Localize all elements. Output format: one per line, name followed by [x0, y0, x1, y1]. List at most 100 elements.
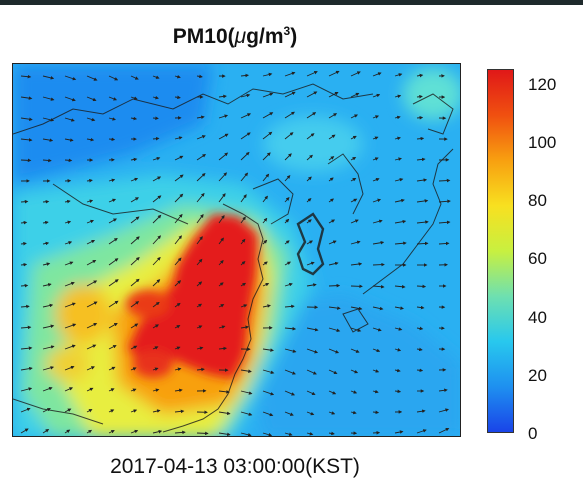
- wind-arrow: [328, 70, 340, 77]
- map-svg: [13, 64, 460, 436]
- hotspot-west: [126, 290, 170, 318]
- wind-arrow: [262, 411, 274, 417]
- wind-arrow: [218, 172, 228, 182]
- wind-arrow: [284, 432, 293, 436]
- wind-arrow: [306, 327, 319, 332]
- wind-arrow: [328, 348, 340, 354]
- wind-arrow: [350, 177, 357, 182]
- wind-arrow: [284, 326, 297, 331]
- wind-arrow: [306, 240, 313, 245]
- wind-arrow: [86, 366, 95, 371]
- wind-arrow: [152, 388, 160, 392]
- coastline-north-border: [13, 83, 374, 135]
- wind-arrow: [152, 367, 159, 371]
- wind-arrow: [64, 344, 76, 350]
- wind-arrow: [20, 96, 33, 100]
- wind-arrow: [42, 408, 51, 413]
- wind-arrow: [196, 346, 204, 351]
- wind-arrow: [108, 96, 118, 101]
- wind-arrow: [328, 390, 337, 395]
- wind-arrow: [240, 238, 246, 245]
- wind-arrow: [372, 115, 380, 119]
- wind-arrow: [42, 75, 55, 80]
- wind-arrow: [42, 386, 53, 392]
- coastline-southeast: [13, 398, 104, 425]
- wind-arrow: [64, 199, 71, 204]
- wind-arrow: [416, 94, 423, 99]
- wind-arrow: [306, 197, 312, 203]
- wind-arrow: [284, 240, 290, 245]
- field-west-blob: [55, 284, 111, 344]
- wind-arrow: [284, 111, 295, 119]
- wind-arrow: [108, 345, 117, 350]
- wind-arrow: [196, 303, 203, 308]
- wind-arrow: [130, 157, 138, 162]
- wind-arrow: [86, 96, 97, 102]
- title-unit-main: g/m: [246, 25, 284, 48]
- wind-arrow: [284, 197, 290, 203]
- wind-arrow: [438, 178, 451, 183]
- wind-arrow: [416, 199, 429, 203]
- wind-arrow: [306, 154, 313, 161]
- wind-arrow: [86, 117, 96, 122]
- wind-arrow: [64, 241, 73, 245]
- wind-arrow: [174, 409, 185, 414]
- wind-arrow: [262, 432, 273, 436]
- wind-arrow: [328, 177, 334, 182]
- wind-arrow: [42, 138, 54, 142]
- field-southwest-blob: [46, 346, 90, 382]
- wind-arrow: [130, 345, 138, 350]
- wind-arrow: [42, 324, 55, 329]
- wind-arrow: [130, 75, 139, 80]
- wind-arrow: [350, 135, 357, 140]
- wind-arrow: [394, 94, 402, 99]
- wind-arrow: [394, 389, 402, 394]
- title-unit-mu: μ: [234, 25, 247, 48]
- wind-arrow: [174, 174, 184, 182]
- wind-arrow: [20, 74, 32, 79]
- wind-arrow: [86, 280, 98, 287]
- wind-arrow: [416, 241, 429, 246]
- wind-arrow: [350, 369, 359, 374]
- wind-arrow: [108, 388, 115, 392]
- wind-arrow: [218, 259, 224, 266]
- colorbar: [487, 69, 514, 433]
- coastline-japan-south: [342, 308, 369, 333]
- wind-arrow: [350, 92, 360, 98]
- wind-arrow: [86, 137, 95, 142]
- wind-arrow: [306, 369, 317, 375]
- wind-arrow: [86, 259, 97, 266]
- wind-arrow: [240, 113, 252, 119]
- wind-arrow: [394, 241, 407, 246]
- wind-arrow: [174, 302, 181, 308]
- coastline-japan-north: [412, 93, 454, 135]
- coastline-russia: [327, 153, 364, 215]
- wind-arrow: [372, 157, 379, 161]
- wind-arrow: [174, 95, 181, 100]
- colorbar-tick-label: 40: [528, 307, 547, 327]
- wind-arrow: [42, 262, 51, 266]
- wind-arrow: [108, 75, 119, 81]
- wind-arrow: [152, 429, 163, 434]
- wind-arrow: [152, 324, 159, 329]
- wind-arrow: [86, 178, 93, 183]
- wind-arrow: [64, 158, 73, 163]
- wind-arrow: [196, 431, 209, 436]
- wind-arrow: [262, 112, 274, 119]
- wind-arrow: [130, 409, 138, 413]
- wind-arrow: [130, 177, 139, 182]
- wind-arrow: [108, 366, 116, 371]
- wind-arrow: [350, 198, 358, 203]
- wind-arrow: [108, 117, 116, 121]
- wind-arrow: [20, 428, 29, 434]
- wind-arrow: [262, 261, 268, 266]
- wind-arrow: [306, 348, 319, 354]
- wind-arrow: [130, 323, 139, 329]
- wind-arrow: [350, 157, 357, 161]
- wind-arrow: [108, 279, 119, 287]
- colorbar-tick-label: 0: [528, 424, 538, 443]
- coastlines: [13, 83, 454, 433]
- wind-arrow: [152, 95, 159, 100]
- colorbar-tick-label: 80: [528, 191, 547, 211]
- title-unit-exponent: 3: [283, 24, 291, 38]
